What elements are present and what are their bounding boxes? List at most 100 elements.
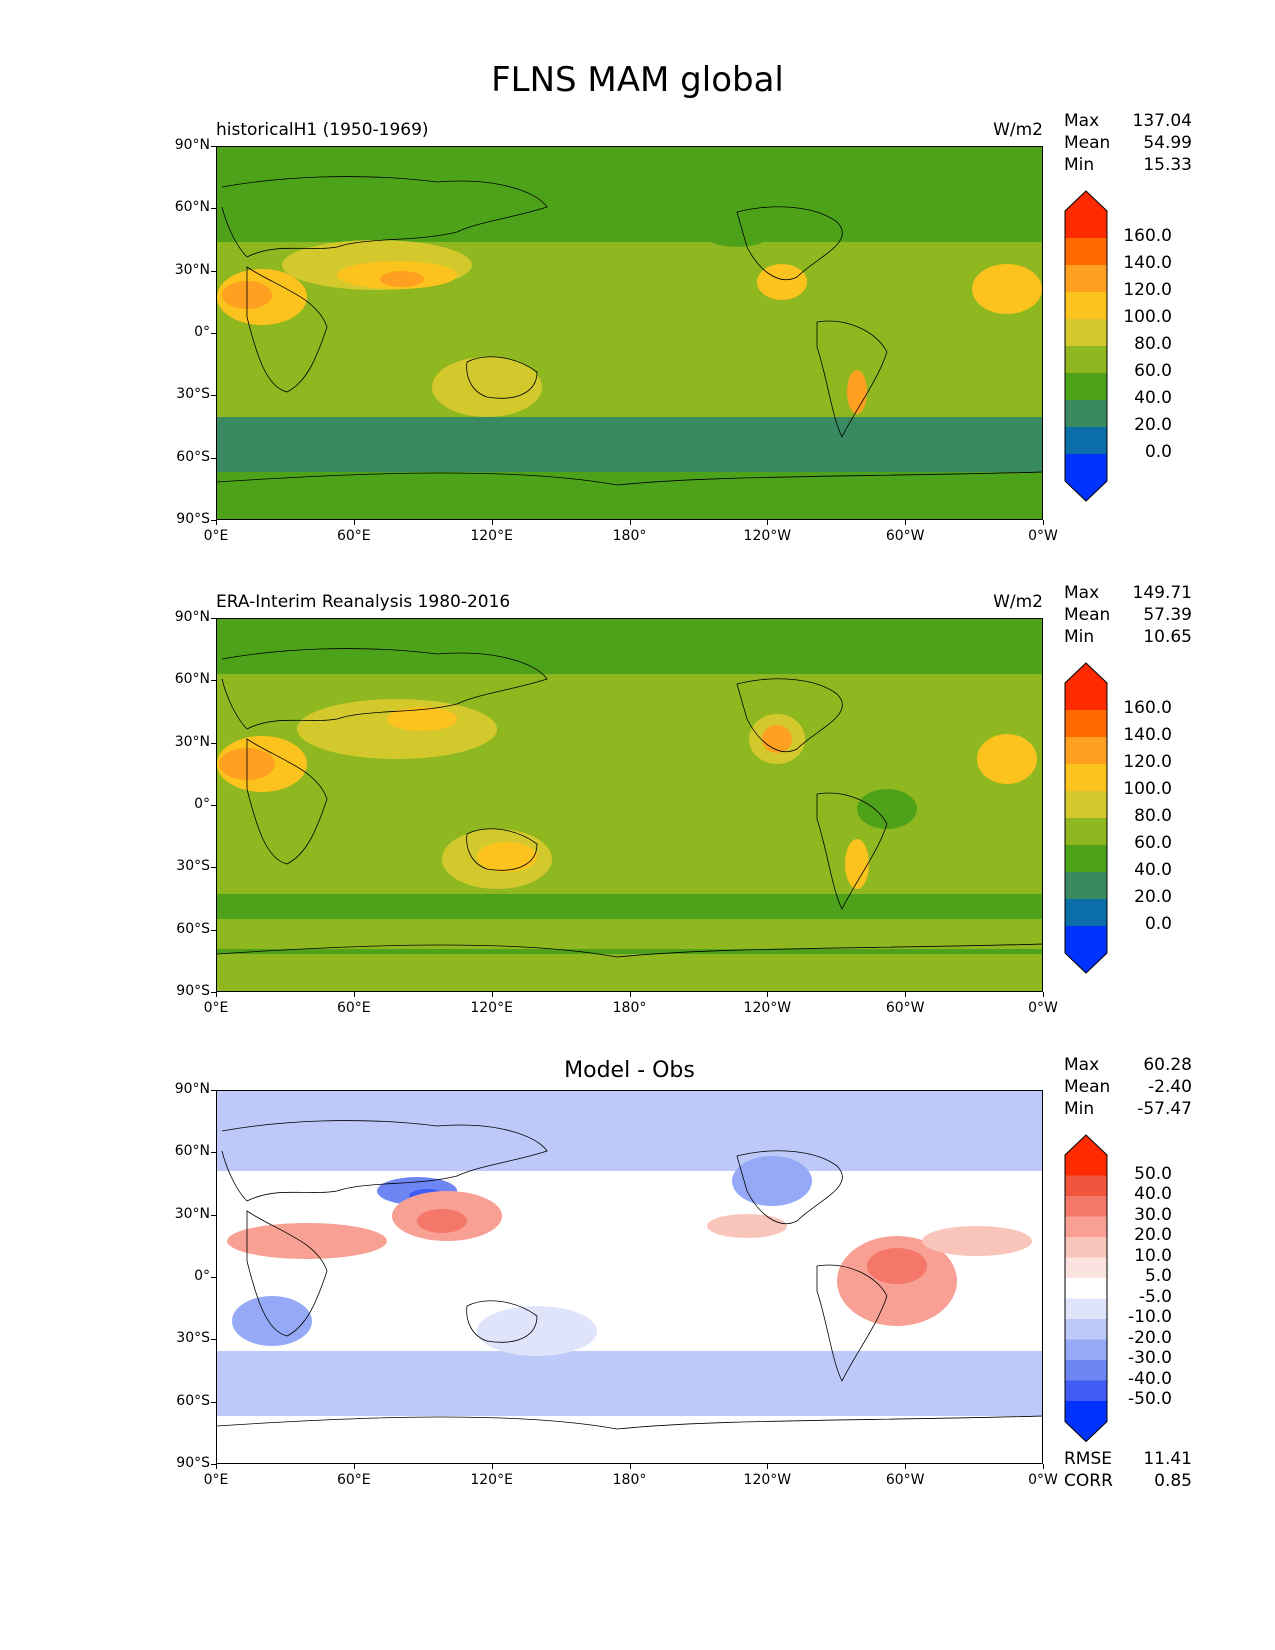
- colorbar-label: -40.0: [1128, 1368, 1172, 1389]
- y-tick: [211, 742, 216, 744]
- field-region: [787, 182, 947, 232]
- x-tick-label: 0°E: [203, 528, 229, 544]
- x-tick: [491, 1464, 493, 1469]
- colorbar-extend-bottom: [1065, 1421, 1107, 1442]
- x-tick-label: 60°W: [885, 1472, 925, 1488]
- coastline: [217, 471, 1042, 486]
- x-tick: [353, 520, 355, 525]
- x-tick: [629, 520, 631, 525]
- map-field: [217, 619, 1042, 991]
- x-tick: [1043, 1464, 1044, 1469]
- colorbar-graphic: [1064, 1134, 1108, 1443]
- field-region: [867, 1248, 927, 1284]
- field-region: [697, 207, 777, 247]
- y-tick: [211, 520, 216, 521]
- y-tick-label: 30°N: [174, 261, 210, 278]
- y-tick: [211, 1277, 216, 1278]
- x-tick-label: 120°W: [743, 1472, 792, 1488]
- colorbar-label: 60.0: [1134, 361, 1172, 381]
- field-region: [417, 1209, 467, 1233]
- coastline: [816, 792, 888, 910]
- field-region: [972, 264, 1042, 314]
- stat-max-label: Max: [1064, 111, 1100, 131]
- coastline: [736, 1150, 843, 1224]
- colorbar-extend-top: [1065, 191, 1107, 211]
- colorbar-label: 0.0: [1144, 914, 1172, 934]
- x-tick: [353, 1464, 355, 1469]
- stat-mean: 57.39: [1143, 605, 1192, 625]
- colorbar-extend-bottom: [1065, 481, 1107, 501]
- x-tick-label: 0°E: [203, 1000, 229, 1016]
- x-tick: [216, 520, 217, 525]
- field-region: [432, 357, 542, 417]
- colorbar-label: 40.0: [1134, 860, 1172, 880]
- stat-mean: 54.99: [1143, 133, 1192, 153]
- x-tick: [1043, 992, 1044, 997]
- colorbar-segment: [1065, 1237, 1107, 1258]
- field-region: [232, 1296, 312, 1346]
- y-tick-label: 90°N: [174, 137, 210, 153]
- y-tick: [211, 146, 216, 147]
- x-tick-label: 60°E: [336, 528, 371, 544]
- x-tick: [767, 1464, 769, 1469]
- rmse-value: 11.41: [1143, 1449, 1192, 1469]
- y-tick: [211, 867, 216, 869]
- colorbar-label: 10.0: [1134, 1245, 1172, 1266]
- field-region: [707, 1214, 787, 1238]
- colorbar-outline: [1064, 662, 1108, 974]
- coastline: [466, 356, 538, 399]
- y-tick-label: 60°N: [174, 671, 210, 688]
- map-plot: [216, 146, 1043, 520]
- colorbar-segment: [1065, 1175, 1107, 1197]
- colorbar-label: 20.0: [1134, 1225, 1172, 1245]
- field-region: [845, 839, 869, 889]
- colorbar-label: 120.0: [1123, 752, 1172, 772]
- colorbar-label: 120.0: [1123, 280, 1172, 300]
- stat-min: -57.47: [1137, 1099, 1192, 1119]
- y-tick: [211, 457, 216, 459]
- field-region: [217, 1091, 1042, 1171]
- field-region: [757, 264, 807, 300]
- panel-title: ERA-Interim Reanalysis 1980-2016: [216, 592, 511, 612]
- y-tick: [211, 929, 216, 931]
- field-region: [217, 1351, 1042, 1416]
- x-tick: [767, 520, 769, 525]
- y-tick-label: 90°N: [174, 1081, 210, 1097]
- y-tick-label: 60°S: [176, 920, 210, 937]
- colorbar-label: 80.0: [1134, 334, 1172, 354]
- colorbar-extend-bottom: [1065, 953, 1107, 973]
- corr-value: 0.85: [1154, 1471, 1192, 1491]
- coastline: [736, 678, 843, 752]
- field-region: [217, 919, 1042, 949]
- colorbar-segment: [1065, 899, 1107, 927]
- colorbar-label: 140.0: [1123, 253, 1172, 273]
- field-region: [387, 707, 457, 731]
- stat-mean: -2.40: [1148, 1077, 1192, 1097]
- x-tick: [905, 520, 907, 525]
- colorbar-label: 100.0: [1123, 779, 1172, 799]
- colorbar-segment: [1065, 427, 1107, 455]
- x-tick: [216, 992, 217, 997]
- colorbar-segment: [1065, 1298, 1107, 1320]
- colorbar-segment: [1065, 683, 1107, 711]
- colorbar-label: -10.0: [1128, 1307, 1172, 1327]
- y-tick-label: 0°: [194, 1268, 210, 1284]
- x-tick-label: 60°E: [336, 1000, 371, 1016]
- colorbar-segment: [1065, 292, 1107, 320]
- y-tick: [211, 618, 216, 619]
- colorbar-segment: [1065, 710, 1107, 738]
- x-tick: [629, 1464, 631, 1469]
- y-tick-label: 60°S: [176, 448, 210, 465]
- field-region: [857, 789, 917, 829]
- panel-title: historicalH1 (1950-1969): [216, 120, 429, 140]
- panel-title: Model - Obs: [564, 1058, 695, 1083]
- coastline: [466, 828, 538, 871]
- field-region: [380, 271, 424, 287]
- colorbar: 50.0 40.0 30.0 20.0 10.0 5.0 -5.0 -10.0 -20.0 -30…: [1064, 1134, 1172, 1447]
- panel-historical: historicalH1 (1950-1969) W/m2 Max 137.04 …: [0, 111, 1275, 565]
- y-tick: [211, 270, 216, 272]
- y-tick-label: 90°S: [176, 1455, 210, 1471]
- y-tick: [211, 680, 216, 682]
- stat-max: 137.04: [1132, 111, 1192, 131]
- x-tick-label: 60°E: [336, 1472, 371, 1488]
